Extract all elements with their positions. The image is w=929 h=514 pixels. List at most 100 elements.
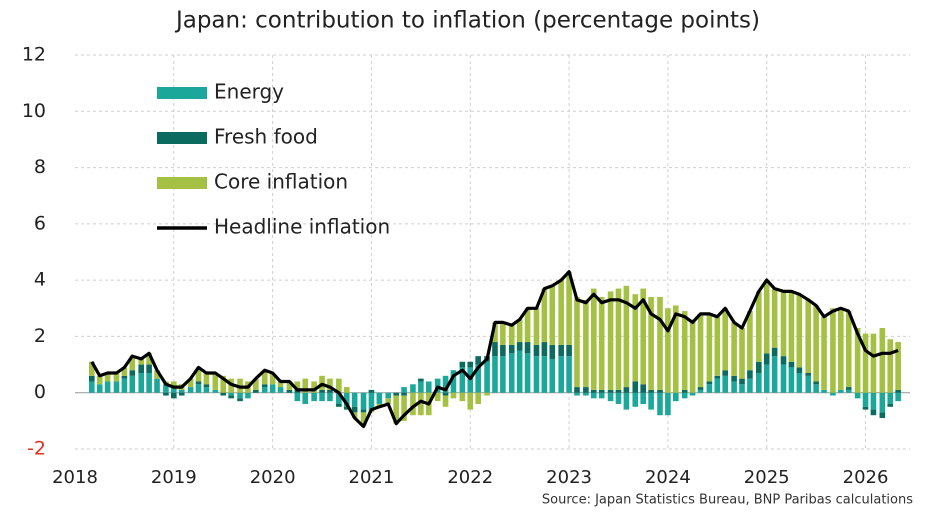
bar-segment: [870, 333, 877, 393]
bar-segment: [195, 384, 202, 393]
y-tick-label: 10: [22, 100, 46, 122]
x-tick-label: 2018: [52, 467, 98, 488]
bar-segment: [425, 381, 432, 393]
bar-segment: [673, 392, 679, 402]
bar-segment: [96, 375, 103, 385]
bar-segment: [541, 288, 548, 343]
bar-segment: [722, 375, 729, 393]
bar-segment: [607, 389, 614, 393]
bar-segment: [821, 389, 827, 393]
bar-segment: [187, 387, 194, 393]
bar-segment: [195, 381, 202, 385]
bar-segment: [838, 308, 844, 390]
y-tick-label: 2: [34, 325, 46, 347]
bar-segment: [88, 361, 95, 376]
bar-segment: [121, 378, 128, 393]
bar-segment: [632, 392, 639, 407]
bar-segment: [524, 308, 531, 343]
bar-segment: [237, 398, 243, 402]
bar-segment: [459, 392, 466, 402]
bar-segment: [862, 406, 869, 410]
bar-segment: [648, 297, 654, 390]
legend-label: Core inflation: [214, 170, 348, 194]
bar-segment: [640, 288, 646, 385]
bar-segment: [862, 392, 869, 407]
bar-segment: [294, 381, 301, 390]
bar-segment: [821, 316, 827, 390]
bar-segment: [887, 339, 894, 393]
bar-segment: [607, 392, 614, 402]
bar-segment: [171, 387, 177, 393]
bar-segment: [508, 353, 515, 393]
bar-segment: [657, 392, 663, 416]
bar-segment: [780, 356, 787, 365]
bar-segment: [113, 373, 120, 382]
bar-segment: [368, 392, 375, 410]
bar-segment: [648, 389, 654, 393]
bar-segment: [442, 392, 449, 396]
bar-segment: [467, 392, 474, 410]
legend-swatch: [157, 132, 207, 144]
bar-segment: [771, 347, 778, 357]
bar-segment: [475, 364, 481, 393]
bar-segment: [385, 392, 392, 399]
bar-segment: [393, 392, 399, 396]
bar-segment: [558, 356, 564, 393]
bar-segment: [129, 375, 136, 393]
bar-segment: [731, 322, 737, 376]
x-tick-label: 2025: [744, 467, 790, 488]
legend-label: Fresh food: [214, 125, 318, 149]
bar-segment: [450, 392, 457, 399]
bar-segment: [607, 291, 614, 390]
bar-segment: [640, 392, 646, 404]
bar-segment: [286, 381, 293, 390]
bar-segment: [870, 392, 877, 410]
bar-segment: [780, 364, 787, 393]
bar-segment: [450, 370, 457, 393]
bar-segment: [410, 392, 416, 416]
bar-segment: [830, 392, 836, 396]
bar-segment: [467, 361, 474, 368]
chart-title: Japan: contribution to inflation (percen…: [174, 8, 760, 34]
bar-segment: [277, 387, 284, 393]
bar-segment: [203, 387, 210, 393]
bar-segment: [212, 389, 219, 393]
bar-segment: [796, 294, 803, 368]
bar-segment: [533, 344, 540, 357]
bar-segment: [393, 395, 399, 424]
bar-segment: [360, 409, 367, 413]
y-tick-label: 0: [34, 381, 46, 403]
bar-segment: [220, 392, 227, 396]
bar-segment: [138, 373, 145, 393]
bar-segment: [121, 367, 128, 376]
bar-segment: [788, 361, 795, 368]
bar-segment: [212, 373, 219, 390]
bar-segment: [615, 389, 622, 393]
bar-segment: [805, 373, 812, 376]
bar-segment: [887, 392, 894, 404]
bar-segment: [722, 308, 729, 371]
bar-segment: [154, 370, 160, 379]
bar-segment: [343, 406, 350, 410]
bar-segment: [632, 381, 639, 393]
bar-segment: [500, 322, 506, 345]
bar-segment: [771, 356, 778, 393]
bar-segment: [360, 392, 367, 410]
bar-segment: [401, 392, 407, 396]
bar-segment: [623, 387, 630, 393]
bar-segment: [640, 384, 646, 393]
bar-segment: [879, 412, 886, 419]
bar-segment: [475, 356, 481, 365]
bar-segment: [574, 387, 580, 393]
bar-segment: [763, 364, 770, 393]
bar-segment: [500, 356, 506, 393]
bar-segment: [146, 373, 152, 393]
bar-segment: [763, 280, 770, 354]
bar-segment: [524, 342, 531, 354]
bar-segment: [714, 378, 721, 393]
bar-segment: [566, 271, 572, 345]
bar-segment: [253, 389, 259, 393]
bar-segment: [590, 288, 597, 390]
bar-segment: [484, 392, 490, 396]
bar-segment: [508, 325, 515, 345]
